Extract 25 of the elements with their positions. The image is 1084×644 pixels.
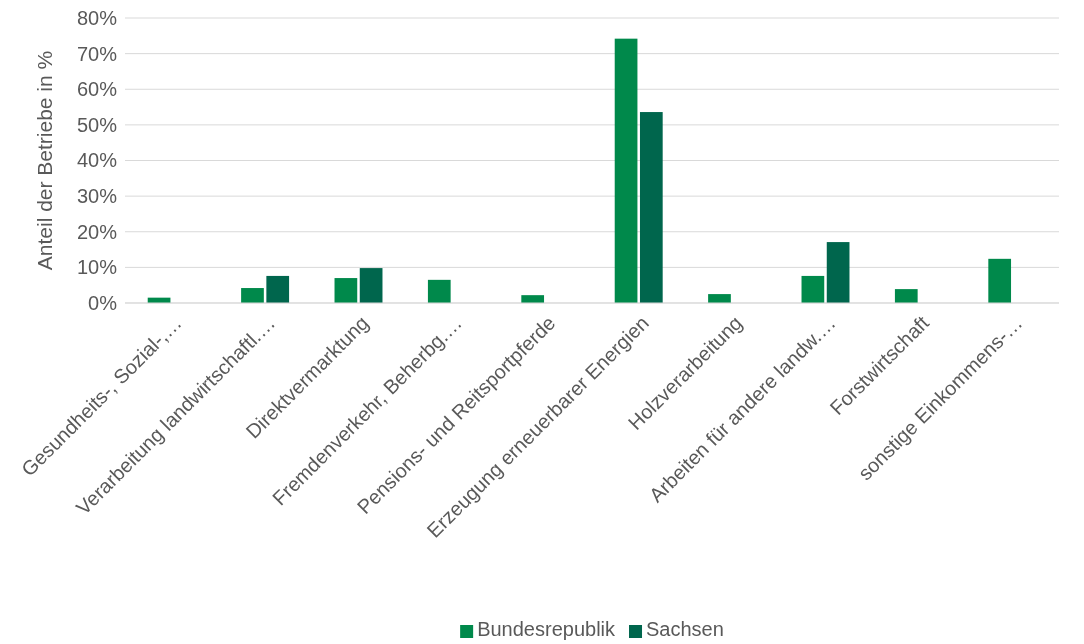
y-tick-label: 40% — [76, 149, 118, 172]
bar — [708, 294, 731, 303]
bar — [334, 278, 358, 303]
y-tick-label: 60% — [76, 78, 118, 101]
y-tick-label: 50% — [76, 113, 118, 136]
bar — [639, 112, 663, 303]
legend-label: Bundesrepublik — [477, 618, 617, 640]
bar — [427, 279, 451, 303]
y-tick-label: 70% — [76, 42, 118, 65]
bar — [801, 275, 825, 303]
bar — [266, 275, 290, 303]
bar — [826, 242, 850, 303]
y-tick-label: 20% — [76, 220, 118, 243]
bar — [614, 38, 638, 303]
bar — [359, 268, 383, 303]
y-tick-label: 80% — [76, 6, 118, 29]
y-tick-label: 30% — [76, 185, 118, 208]
bar — [521, 295, 545, 303]
legend-label: Sachsen — [646, 618, 724, 640]
y-axis-title: Anteil der Betriebe in % — [33, 50, 56, 271]
y-tick-label: 0% — [88, 291, 118, 314]
bar — [894, 289, 918, 303]
bar — [241, 288, 264, 303]
bar — [988, 258, 1012, 303]
y-tick-label: 10% — [76, 256, 118, 279]
